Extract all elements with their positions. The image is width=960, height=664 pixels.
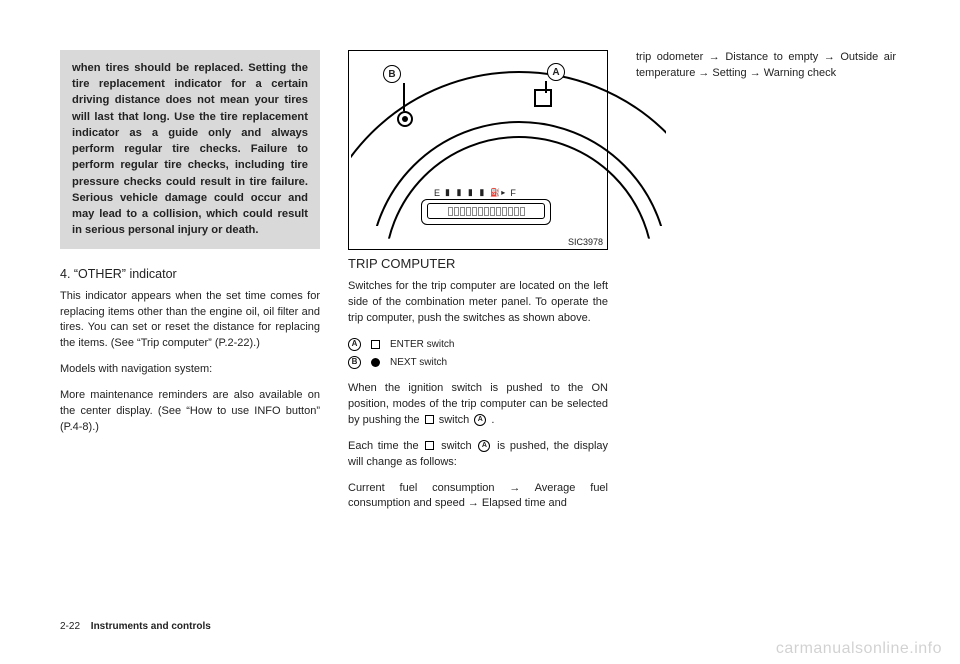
legend-letter-b: B	[348, 356, 361, 369]
figure-id-label: SIC3978	[568, 237, 603, 247]
manual-page: when tires should be replaced. Setting t…	[0, 0, 960, 562]
leader-line-b	[403, 83, 405, 111]
lcd-display-icon	[427, 203, 545, 219]
p2-part-c: .	[491, 414, 494, 426]
callout-b: B	[383, 65, 401, 83]
fuel-ticks-icon: ▮ ▮ ▮ ▮	[445, 187, 486, 198]
callout-a: A	[547, 63, 565, 81]
inline-circle-a-icon: A	[474, 414, 486, 426]
section-title: Instruments and controls	[91, 621, 211, 632]
trip-computer-p1: Switches for the trip computer are locat…	[348, 279, 608, 327]
legend-row-a: A ENTER switch	[348, 337, 608, 353]
legend-a-label: ENTER switch	[390, 337, 454, 353]
trip-computer-p2: When the ignition switch is pushed to th…	[348, 381, 608, 429]
other-indicator-p1: This indicator appears when the set time…	[60, 289, 320, 353]
column-2: A B E ▮ ▮ ▮ ▮ ⛽▸ F SIC3978 TRIP COMPUTER…	[348, 50, 608, 522]
fuel-e-label: E	[434, 188, 441, 198]
inline-square-icon	[425, 415, 434, 424]
p3-part-b: switch	[441, 440, 476, 452]
trip-computer-heading: TRIP COMPUTER	[348, 256, 608, 271]
other-indicator-p2: Models with navigation system:	[60, 362, 320, 378]
square-icon	[371, 340, 380, 349]
switch-legend: A ENTER switch B NEXT switch	[348, 337, 608, 371]
leader-line-a	[545, 81, 547, 93]
fuel-f-label: F	[510, 188, 517, 198]
column-1: when tires should be replaced. Setting t…	[60, 50, 320, 522]
column-3: trip odometer → Distance to empty → Outs…	[636, 50, 896, 522]
dot-icon	[371, 358, 380, 367]
legend-b-label: NEXT switch	[390, 355, 447, 371]
fuel-gauge-icon: E ▮ ▮ ▮ ▮ ⛽▸ F	[434, 187, 517, 198]
p3-part-a: Each time the	[348, 440, 423, 452]
fuel-pump-icon: ⛽▸	[490, 188, 506, 197]
enter-switch-icon	[534, 89, 552, 107]
page-footer: 2-22 Instruments and controls	[60, 621, 211, 632]
inline-square-icon-2	[425, 441, 434, 450]
trip-computer-p4: Current fuel consumption → Average fuel …	[348, 481, 608, 513]
inline-circle-a-icon-2: A	[478, 440, 490, 452]
trip-computer-figure: A B E ▮ ▮ ▮ ▮ ⛽▸ F SIC3978	[348, 50, 608, 250]
page-number: 2-22	[60, 621, 80, 632]
watermark: carmanualsonline.info	[776, 640, 942, 658]
next-switch-icon	[397, 111, 413, 127]
p2-part-b: switch	[439, 414, 473, 426]
trip-computer-p3: Each time the switch A is pushed, the di…	[348, 439, 608, 471]
legend-letter-a: A	[348, 338, 361, 351]
trip-computer-p5: trip odometer → Distance to empty → Outs…	[636, 50, 896, 82]
warning-box: when tires should be replaced. Setting t…	[60, 50, 320, 249]
other-indicator-heading: 4. “OTHER” indicator	[60, 267, 320, 281]
legend-row-b: B NEXT switch	[348, 355, 608, 371]
other-indicator-p3: More maintenance reminders are also avai…	[60, 388, 320, 436]
